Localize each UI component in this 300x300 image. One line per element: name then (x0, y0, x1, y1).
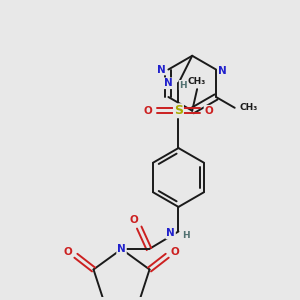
Text: N: N (164, 78, 173, 88)
Text: CH₃: CH₃ (188, 77, 206, 86)
Text: S: S (174, 104, 183, 117)
Text: O: O (130, 215, 139, 225)
Text: N: N (117, 244, 126, 254)
Text: O: O (205, 106, 213, 116)
Text: O: O (171, 247, 179, 257)
Text: O: O (144, 106, 152, 116)
Text: H: H (182, 231, 190, 240)
Text: O: O (64, 247, 72, 257)
Text: CH₃: CH₃ (239, 103, 258, 112)
Text: N: N (218, 67, 227, 76)
Text: N: N (157, 64, 166, 74)
Text: H: H (180, 81, 187, 90)
Text: N: N (166, 228, 175, 239)
